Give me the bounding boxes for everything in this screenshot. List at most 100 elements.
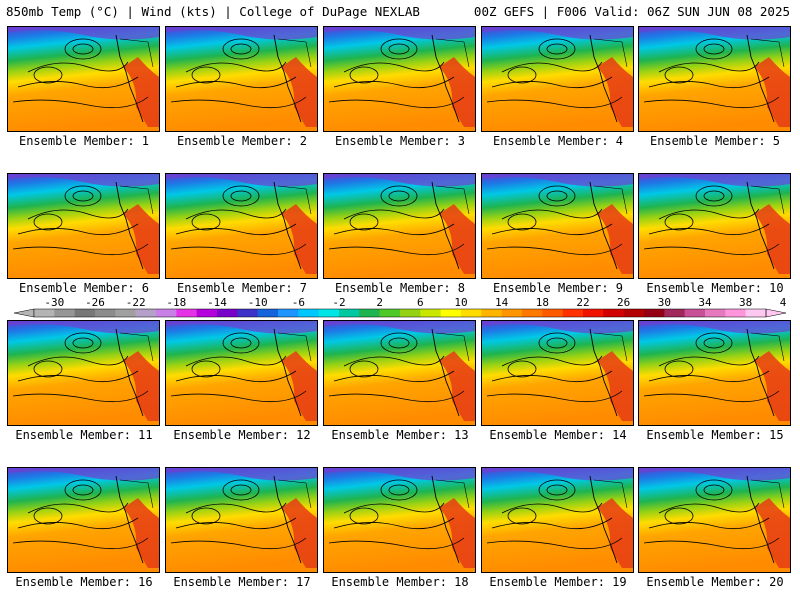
- colorbar-segment: [278, 309, 299, 317]
- colorbar-tick-label: -18: [166, 296, 186, 309]
- colorbar-segment: [522, 309, 543, 317]
- temperature-map: [482, 468, 633, 572]
- colorbar-segment: [379, 309, 401, 317]
- colorbar-tick-label: 34: [698, 296, 712, 309]
- ensemble-member-label: Ensemble Member: 3: [334, 134, 466, 148]
- colorbar-tick-label: 10: [454, 296, 467, 309]
- temperature-colorbar: -30 -26 -22 -18 -14 -10 -6 -2 2 6 10 14 18 22 26 30 34 38…: [14, 296, 786, 318]
- temperature-map: [166, 174, 317, 278]
- colorbar-segment: [237, 309, 258, 317]
- colorbar-min-arrow: [14, 308, 35, 318]
- temperature-map: [324, 174, 475, 278]
- ensemble-map-panel: [165, 173, 318, 279]
- colorbar-segment: [684, 309, 706, 317]
- colorbar-segment: [156, 309, 177, 317]
- ensemble-member-label: Ensemble Member: 14: [489, 428, 627, 442]
- colorbar-segment: [501, 309, 523, 317]
- ensemble-map-panel: [165, 320, 318, 426]
- colorbar-segment: [644, 309, 665, 317]
- ensemble-map-panel: [481, 173, 634, 279]
- ensemble-member-label: Ensemble Member: 18: [331, 575, 469, 589]
- colorbar-tick-label: 14: [495, 296, 509, 309]
- ensemble-member-label: Ensemble Member: 12: [173, 428, 311, 442]
- ensemble-member-label: Ensemble Member: 15: [646, 428, 784, 442]
- colorbar-segment: [440, 309, 462, 317]
- ensemble-member-label: Ensemble Member: 4: [492, 134, 624, 148]
- colorbar-segment: [115, 309, 136, 317]
- ensemble-member-label: Ensemble Member: 7: [176, 281, 308, 295]
- colorbar-segment: [359, 309, 380, 317]
- colorbar-segment: [725, 309, 746, 317]
- ensemble-member-label: Ensemble Member: 16: [15, 575, 153, 589]
- colorbar-tick-label: 42: [780, 296, 786, 309]
- colorbar-tick-label: -30: [44, 296, 64, 309]
- temperature-map: [324, 468, 475, 572]
- temperature-map: [8, 174, 159, 278]
- colorbar-segment: [34, 309, 55, 317]
- ensemble-map-panel: [638, 26, 791, 132]
- colorbar-segment: [745, 309, 767, 317]
- ensemble-map-panel: [481, 26, 634, 132]
- colorbar-tick-label: 22: [576, 296, 589, 309]
- ensemble-map-panel: [638, 320, 791, 426]
- colorbar-tick-label: -14: [207, 296, 227, 309]
- colorbar-segment: [664, 309, 685, 317]
- colorbar-segment: [339, 309, 360, 317]
- ensemble-map-panel: [323, 173, 476, 279]
- colorbar-segment: [400, 309, 421, 317]
- ensemble-member-label: Ensemble Member: 11: [15, 428, 153, 442]
- temperature-map: [639, 468, 790, 572]
- ensemble-map-panel: [323, 320, 476, 426]
- colorbar-segment: [135, 309, 157, 317]
- colorbar-segment: [603, 309, 624, 317]
- colorbar-segment: [481, 309, 502, 317]
- colorbar-segment: [705, 309, 726, 317]
- colorbar-tick-label: 30: [658, 296, 671, 309]
- ensemble-map-panel: [7, 467, 160, 573]
- ensemble-map-panel: [165, 467, 318, 573]
- ensemble-map-panel: [638, 467, 791, 573]
- ensemble-member-label: Ensemble Member: 19: [489, 575, 627, 589]
- ensemble-map-panel: [165, 26, 318, 132]
- ensemble-member-label: Ensemble Member: 8: [334, 281, 466, 295]
- colorbar-segment: [562, 309, 584, 317]
- colorbar-segment: [318, 309, 340, 317]
- ensemble-member-label: Ensemble Member: 5: [649, 134, 781, 148]
- colorbar-tick-label: -2: [332, 296, 345, 309]
- ensemble-member-label: Ensemble Member: 2: [176, 134, 308, 148]
- temperature-map: [324, 321, 475, 425]
- ensemble-member-label: Ensemble Member: 9: [492, 281, 624, 295]
- colorbar-segment: [542, 309, 563, 317]
- header-right-title: 00Z GEFS | F006 Valid: 06Z SUN JUN 08 20…: [473, 4, 790, 19]
- temperature-map: [166, 468, 317, 572]
- header-left-title: 850mb Temp (°C) | Wind (kts) | College o…: [6, 4, 420, 19]
- colorbar-segment: [623, 309, 645, 317]
- temperature-map: [324, 27, 475, 131]
- colorbar-segment: [583, 309, 604, 317]
- ensemble-member-label: Ensemble Member: 20: [646, 575, 784, 589]
- ensemble-member-label: Ensemble Member: 1: [18, 134, 150, 148]
- ensemble-member-label: Ensemble Member: 6: [18, 281, 150, 295]
- temperature-map: [8, 468, 159, 572]
- colorbar-segment: [176, 309, 197, 317]
- colorbar-tick-label: -10: [248, 296, 268, 309]
- ensemble-map-panel: [481, 467, 634, 573]
- ensemble-member-label: Ensemble Member: 13: [331, 428, 469, 442]
- temperature-map: [482, 27, 633, 131]
- colorbar-segment: [95, 309, 116, 317]
- colorbar-tick-label: -26: [85, 296, 105, 309]
- ensemble-map-panel: [7, 173, 160, 279]
- colorbar-tick-label: 6: [417, 296, 424, 309]
- ensemble-member-label: Ensemble Member: 10: [646, 281, 784, 295]
- colorbar-tick-label: 2: [376, 296, 383, 309]
- temperature-map: [166, 321, 317, 425]
- colorbar-segment: [74, 309, 96, 317]
- ensemble-map-panel: [7, 26, 160, 132]
- colorbar-tick-label: 18: [536, 296, 549, 309]
- colorbar-segment: [54, 309, 75, 317]
- temperature-map: [166, 27, 317, 131]
- colorbar-segment: [461, 309, 482, 317]
- temperature-map: [8, 321, 159, 425]
- colorbar-segment: [257, 309, 279, 317]
- ensemble-map-panel: [7, 320, 160, 426]
